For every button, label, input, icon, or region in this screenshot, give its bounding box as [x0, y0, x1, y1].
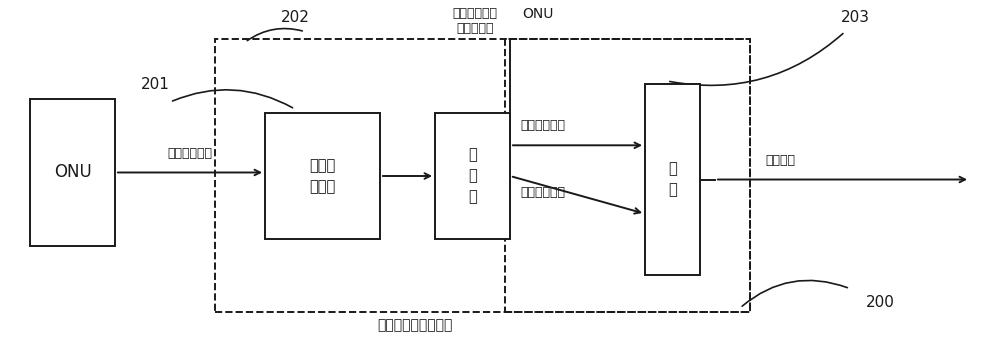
Text: 长发光硬件检测电路: 长发光硬件检测电路 [377, 319, 453, 333]
Text: 200: 200 [866, 295, 894, 310]
FancyBboxPatch shape [265, 113, 380, 239]
Text: 看门狗
定时器: 看门狗 定时器 [309, 158, 336, 194]
Text: ONU: ONU [54, 163, 91, 182]
Text: 203: 203 [840, 10, 870, 25]
FancyBboxPatch shape [645, 84, 700, 275]
Text: 与
门: 与 门 [668, 162, 677, 197]
FancyBboxPatch shape [435, 113, 510, 239]
Text: ONU: ONU [522, 7, 554, 21]
Text: 通知信号: 通知信号 [765, 154, 795, 166]
Text: 202: 202 [281, 10, 309, 25]
Text: 反
相
器: 反 相 器 [468, 147, 477, 205]
Text: 检测使能信号: 检测使能信号 [520, 186, 565, 199]
FancyBboxPatch shape [30, 99, 115, 246]
Text: 长发光硬件检
测使能电路: 长发光硬件检 测使能电路 [452, 7, 498, 35]
Text: 201: 201 [141, 77, 169, 92]
Text: 发光指示信号: 发光指示信号 [168, 147, 212, 159]
Text: 发光指示信号: 发光指示信号 [520, 119, 565, 132]
